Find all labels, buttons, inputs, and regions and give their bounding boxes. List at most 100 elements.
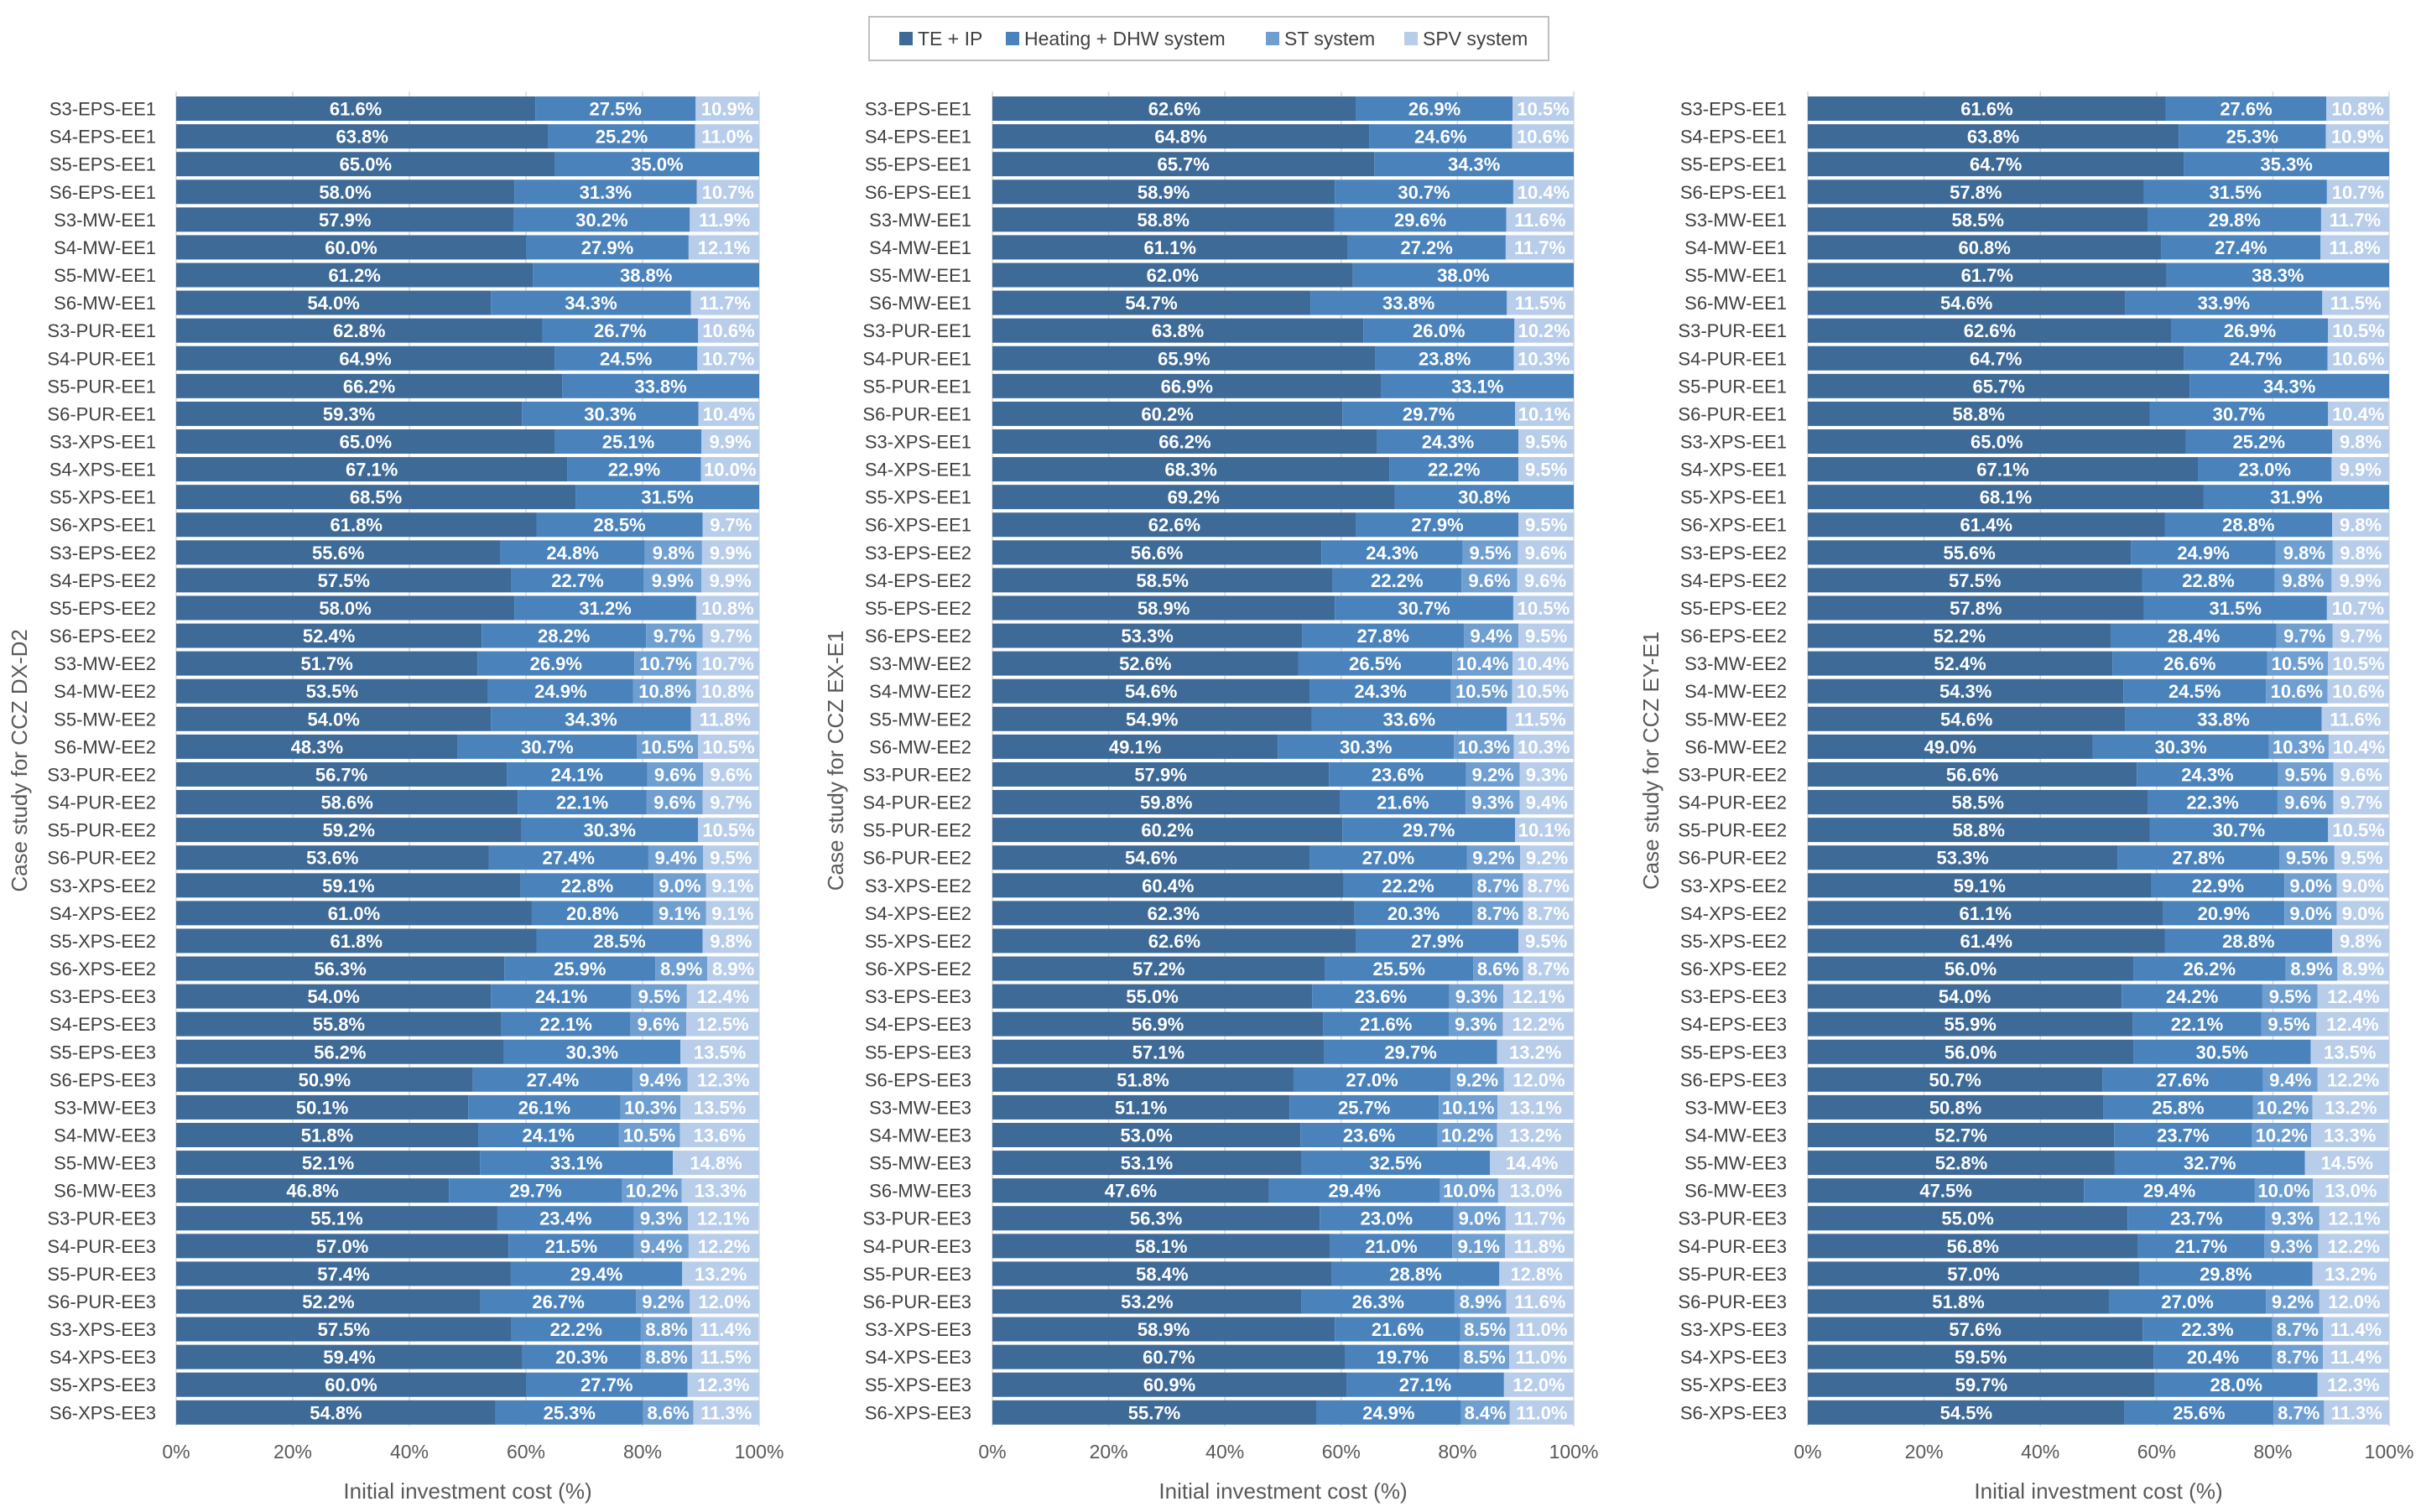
- bar-segment-te-ip: [176, 1094, 469, 1120]
- bar-segment-st-system: [653, 873, 706, 898]
- data-label: 11.0%: [1516, 1402, 1567, 1423]
- data-label: 9.1%: [659, 903, 700, 924]
- bar-segment-st-system: [1440, 1178, 1498, 1203]
- data-label: 56.8%: [1947, 1236, 1999, 1257]
- data-label: 30.5%: [2196, 1042, 2248, 1063]
- bar-segment-heating-dhw-system: [1375, 346, 1514, 371]
- bar-segment-heating-dhw-system: [2184, 152, 2389, 177]
- bar-segment-spv-system: [2324, 1400, 2389, 1425]
- bar-segment-heating-dhw-system: [2198, 457, 2332, 482]
- category-label: S5-XPS-EE2: [49, 931, 156, 952]
- bar-segment-spv-system: [2328, 651, 2389, 676]
- data-label: 8.7%: [2278, 1402, 2319, 1423]
- data-label: 8.9%: [2290, 959, 2332, 979]
- x-tick-label: 100%: [1549, 1441, 1599, 1463]
- data-label: 48.3%: [291, 736, 343, 757]
- data-label: 23.4%: [539, 1208, 591, 1229]
- data-label: 22.2%: [1428, 460, 1480, 481]
- bar-segment-spv-system: [701, 568, 759, 593]
- bar-segment-heating-dhw-system: [554, 429, 702, 454]
- category-label: S4-EPS-EE3: [865, 1014, 971, 1035]
- bar-segment-te-ip: [1808, 179, 2144, 205]
- data-label: 55.0%: [1941, 1208, 1993, 1229]
- data-label: 51.1%: [1115, 1097, 1167, 1118]
- chart-panel-1: S3-EPS-EE1 61.6% 27.5% 10.9% S4-EPS-EE1 63.8%…: [7, 91, 784, 1504]
- bar-segment-spv-system: [1507, 706, 1574, 731]
- data-label: 20.9%: [2198, 903, 2250, 924]
- data-label: 52.7%: [1934, 1125, 1986, 1146]
- bar-segment-spv-system: [2322, 1344, 2389, 1369]
- data-label: 12.3%: [697, 1069, 749, 1090]
- bar-segment-heating-dhw-system: [1342, 401, 1516, 426]
- data-label: 13.6%: [694, 1125, 746, 1146]
- data-label: 9.1%: [711, 876, 753, 896]
- bar-segment-te-ip: [176, 1400, 496, 1425]
- bar-segment-heating-dhw-system: [2103, 1094, 2253, 1120]
- data-label: 9.2%: [1472, 848, 1514, 869]
- bar-segment-te-ip: [992, 1234, 1330, 1259]
- category-label: S5-EPS-EE3: [865, 1042, 971, 1063]
- bar-segment-heating-dhw-system: [1329, 761, 1466, 787]
- category-label: S4-PUR-EE1: [47, 348, 156, 369]
- data-label: 53.0%: [1120, 1125, 1172, 1146]
- data-label: 23.6%: [1343, 1125, 1395, 1146]
- category-label: S3-MW-EE1: [1684, 210, 1787, 231]
- bar-segment-te-ip: [176, 290, 492, 315]
- data-label: 11.3%: [2331, 1402, 2382, 1423]
- bar-segment-te-ip: [992, 1372, 1347, 1397]
- bar-segment-te-ip: [1808, 235, 2162, 260]
- bar-segment-st-system: [633, 678, 696, 704]
- data-label: 54.0%: [307, 293, 359, 314]
- bar-segment-te-ip: [176, 1178, 450, 1203]
- bar-segment-heating-dhw-system: [1268, 1178, 1440, 1203]
- data-label: 61.8%: [331, 515, 383, 536]
- bar-segment-te-ip: [992, 1039, 1325, 1064]
- data-label: 25.8%: [2152, 1097, 2204, 1118]
- data-label: 9.4%: [655, 848, 697, 869]
- bar-segment-spv-system: [673, 1151, 759, 1176]
- bar-segment-heating-dhw-system: [2161, 235, 2321, 260]
- category-label: S4-MW-EE1: [1684, 237, 1787, 258]
- data-label: 24.3%: [1422, 432, 1474, 453]
- bar-segment-te-ip: [1808, 734, 2093, 759]
- data-label: 8.9%: [1460, 1291, 1502, 1312]
- bar-segment-st-system: [2268, 734, 2329, 759]
- x-tick-label: 60%: [2137, 1441, 2176, 1463]
- data-label: 9.9%: [710, 432, 752, 453]
- bar-segment-te-ip: [176, 845, 489, 870]
- data-label: 55.0%: [1126, 986, 1178, 1007]
- bar-segment-te-ip: [1808, 818, 2150, 843]
- bar-segment-heating-dhw-system: [2149, 818, 2329, 843]
- bar-segment-te-ip: [992, 595, 1335, 621]
- data-label: 23.6%: [1355, 986, 1407, 1007]
- data-label: 21.7%: [2175, 1236, 2227, 1257]
- category-label: S5-MW-EE1: [869, 265, 971, 286]
- category-label: S6-EPS-EE3: [1680, 1069, 1787, 1090]
- data-label: 8.8%: [645, 1347, 687, 1368]
- bar-segment-te-ip: [1808, 678, 2124, 704]
- bar-segment-st-system: [2266, 678, 2328, 704]
- bar-segment-te-ip: [176, 207, 514, 232]
- bar-segment-heating-dhw-system: [478, 1123, 619, 1147]
- data-label: 30.3%: [2154, 736, 2206, 757]
- bar-segment-spv-system: [2331, 457, 2389, 482]
- data-label: 61.4%: [1960, 931, 2012, 952]
- bar-segment-spv-system: [1509, 1400, 1574, 1425]
- x-tick-label: 80%: [623, 1441, 662, 1463]
- data-label: 13.3%: [695, 1181, 747, 1202]
- data-label: 59.4%: [323, 1347, 375, 1368]
- data-label: 31.3%: [580, 182, 632, 203]
- category-label: S6-MW-EE3: [54, 1181, 156, 1202]
- category-label: S5-EPS-EE1: [865, 154, 971, 175]
- data-label: 12.1%: [2328, 1208, 2380, 1229]
- bar-segment-heating-dhw-system: [2133, 956, 2286, 981]
- data-label: 62.6%: [1148, 931, 1200, 952]
- data-label: 29.4%: [2143, 1181, 2195, 1202]
- category-label: S3-PUR-EE3: [862, 1208, 971, 1229]
- data-label: 56.6%: [1131, 543, 1183, 564]
- bar-segment-spv-system: [1520, 845, 1574, 870]
- data-label: 20.3%: [1388, 903, 1440, 924]
- data-label: 11.6%: [1514, 1291, 1565, 1312]
- data-label: 21.6%: [1377, 792, 1429, 813]
- bar-segment-heating-dhw-system: [1377, 429, 1519, 454]
